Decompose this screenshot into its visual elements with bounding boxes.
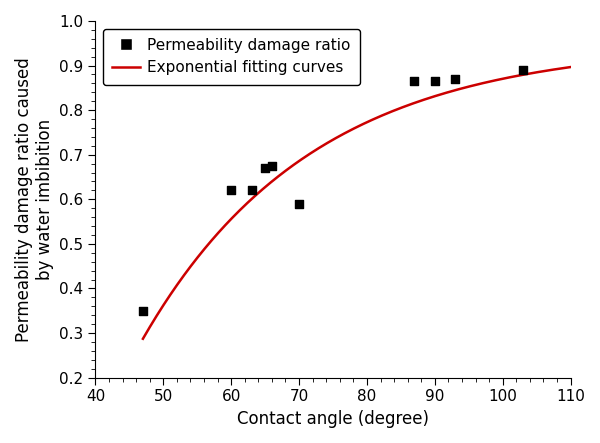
Point xyxy=(451,75,460,82)
Point xyxy=(294,200,304,207)
Point xyxy=(247,186,256,193)
Point xyxy=(328,76,338,83)
Y-axis label: Permeability damage ratio caused
by water imbibition: Permeability damage ratio caused by wate… xyxy=(15,57,54,342)
Point xyxy=(267,162,277,169)
Point xyxy=(430,78,440,85)
Point xyxy=(518,66,528,74)
Point xyxy=(138,307,148,315)
X-axis label: Contact angle (degree): Contact angle (degree) xyxy=(237,410,429,428)
Point xyxy=(410,78,419,85)
Point xyxy=(260,164,270,171)
Point xyxy=(226,187,236,194)
Legend: Permeability damage ratio, Exponential fitting curves: Permeability damage ratio, Exponential f… xyxy=(103,29,360,85)
